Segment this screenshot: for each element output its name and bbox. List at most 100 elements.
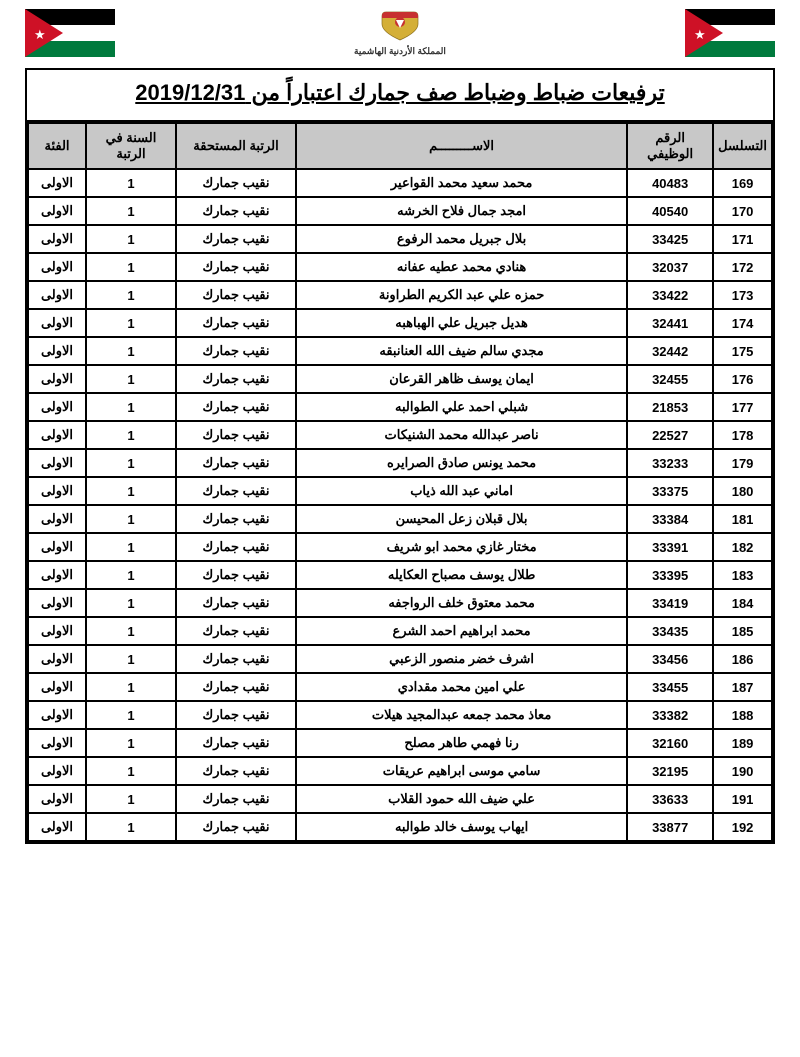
cell-years: 1 xyxy=(86,449,176,477)
cell-empid: 32442 xyxy=(627,337,713,365)
table-row: 18033375اماني عبد الله ذيابنقيب جمارك1ال… xyxy=(28,477,772,505)
cell-rank: نقيب جمارك xyxy=(176,813,296,841)
cell-years: 1 xyxy=(86,757,176,785)
cell-empid: 33422 xyxy=(627,281,713,309)
cell-empid: 32441 xyxy=(627,309,713,337)
flag-right: ★ xyxy=(25,9,115,57)
cell-name: سامي موسى ابراهيم عريقات xyxy=(296,757,627,785)
cell-rank: نقيب جمارك xyxy=(176,197,296,225)
cell-seq: 172 xyxy=(713,253,772,281)
cell-seq: 182 xyxy=(713,533,772,561)
cell-empid: 40483 xyxy=(627,169,713,197)
cell-rank: نقيب جمارك xyxy=(176,701,296,729)
cell-seq: 174 xyxy=(713,309,772,337)
table-row: 19133633علي ضيف الله حمود القلابنقيب جما… xyxy=(28,785,772,813)
cell-empid: 32455 xyxy=(627,365,713,393)
cell-years: 1 xyxy=(86,337,176,365)
table-row: 17632455ايمان يوسف ظاهر القرعاننقيب جمار… xyxy=(28,365,772,393)
cell-seq: 171 xyxy=(713,225,772,253)
cell-empid: 22527 xyxy=(627,421,713,449)
cell-category: الاولى xyxy=(28,757,86,785)
cell-rank: نقيب جمارك xyxy=(176,281,296,309)
cell-seq: 169 xyxy=(713,169,772,197)
cell-empid: 33233 xyxy=(627,449,713,477)
cell-name: ناصر عبدالله محمد الشنيكات xyxy=(296,421,627,449)
emblem-label: المملكة الأردنية الهاشمية xyxy=(115,46,685,57)
cell-rank: نقيب جمارك xyxy=(176,589,296,617)
col-header-category: الفئة xyxy=(28,123,86,169)
cell-category: الاولى xyxy=(28,533,86,561)
cell-seq: 188 xyxy=(713,701,772,729)
table-row: 18333395طلال يوسف مصباح العكايلهنقيب جما… xyxy=(28,561,772,589)
cell-name: ايمان يوسف ظاهر القرعان xyxy=(296,365,627,393)
cell-seq: 191 xyxy=(713,785,772,813)
cell-empid: 32160 xyxy=(627,729,713,757)
cell-name: هديل جبريل علي الهباهبه xyxy=(296,309,627,337)
cell-rank: نقيب جمارك xyxy=(176,337,296,365)
cell-empid: 21853 xyxy=(627,393,713,421)
cell-category: الاولى xyxy=(28,505,86,533)
table-row: 18433419محمد معتوق خلف الرواجفهنقيب جمار… xyxy=(28,589,772,617)
cell-seq: 185 xyxy=(713,617,772,645)
cell-years: 1 xyxy=(86,589,176,617)
cell-name: امجد جمال فلاح الخرشه xyxy=(296,197,627,225)
table-row: 18932160رنا فهمي طاهر مصلحنقيب جمارك1الا… xyxy=(28,729,772,757)
cell-category: الاولى xyxy=(28,477,86,505)
cell-years: 1 xyxy=(86,281,176,309)
cell-rank: نقيب جمارك xyxy=(176,169,296,197)
cell-category: الاولى xyxy=(28,449,86,477)
cell-years: 1 xyxy=(86,253,176,281)
cell-years: 1 xyxy=(86,813,176,841)
cell-years: 1 xyxy=(86,169,176,197)
table-row: 19233877ايهاب يوسف خالد طوالبهنقيب جمارك… xyxy=(28,813,772,841)
cell-empid: 32037 xyxy=(627,253,713,281)
cell-years: 1 xyxy=(86,309,176,337)
cell-seq: 175 xyxy=(713,337,772,365)
cell-seq: 186 xyxy=(713,645,772,673)
cell-empid: 33395 xyxy=(627,561,713,589)
cell-empid: 33425 xyxy=(627,225,713,253)
cell-name: مجدي سالم ضيف الله العنانبقه xyxy=(296,337,627,365)
cell-category: الاولى xyxy=(28,701,86,729)
cell-name: علي امين محمد مقدادي xyxy=(296,673,627,701)
cell-years: 1 xyxy=(86,505,176,533)
table-row: 16940483محمد سعيد محمد القواعيرنقيب جمار… xyxy=(28,169,772,197)
cell-empid: 33384 xyxy=(627,505,713,533)
cell-rank: نقيب جمارك xyxy=(176,561,296,589)
cell-years: 1 xyxy=(86,225,176,253)
cell-name: مختار غازي محمد ابو شريف xyxy=(296,533,627,561)
cell-years: 1 xyxy=(86,673,176,701)
col-header-years: السنة في الرتبة xyxy=(86,123,176,169)
cell-category: الاولى xyxy=(28,337,86,365)
cell-rank: نقيب جمارك xyxy=(176,225,296,253)
cell-name: علي ضيف الله حمود القلاب xyxy=(296,785,627,813)
cell-rank: نقيب جمارك xyxy=(176,673,296,701)
cell-empid: 33455 xyxy=(627,673,713,701)
cell-category: الاولى xyxy=(28,197,86,225)
cell-category: الاولى xyxy=(28,281,86,309)
cell-category: الاولى xyxy=(28,169,86,197)
document-header: ★ المملكة الأردنية الهاشمية ★ xyxy=(0,0,800,60)
table-row: 17040540امجد جمال فلاح الخرشهنقيب جمارك1… xyxy=(28,197,772,225)
flag-left: ★ xyxy=(685,9,775,57)
col-header-empid: الرقم الوظيفي xyxy=(627,123,713,169)
table-row: 17333422حمزه علي عبد الكريم الطراونةنقيب… xyxy=(28,281,772,309)
table-row: 18233391مختار غازي محمد ابو شريفنقيب جما… xyxy=(28,533,772,561)
table-row: 18833382معاذ محمد جمعه عبدالمجيد هيلاتنق… xyxy=(28,701,772,729)
cell-seq: 181 xyxy=(713,505,772,533)
cell-seq: 176 xyxy=(713,365,772,393)
cell-name: محمد سعيد محمد القواعير xyxy=(296,169,627,197)
cell-name: محمد ابراهيم احمد الشرع xyxy=(296,617,627,645)
table-row: 17232037هنادي محمد عطيه عفانهنقيب جمارك1… xyxy=(28,253,772,281)
cell-empid: 33435 xyxy=(627,617,713,645)
cell-years: 1 xyxy=(86,785,176,813)
cell-name: بلال جبريل محمد الرفوع xyxy=(296,225,627,253)
table-row: 17532442مجدي سالم ضيف الله العنانبقهنقيب… xyxy=(28,337,772,365)
table-row: 18633456اشرف خضر منصور الزعبينقيب جمارك1… xyxy=(28,645,772,673)
document-body: ترفيعات ضباط وضباط صف جمارك اعتباراً من … xyxy=(25,68,775,844)
table-header-row: التسلسل الرقم الوظيفي الاســـــــــم الر… xyxy=(28,123,772,169)
cell-category: الاولى xyxy=(28,617,86,645)
cell-name: معاذ محمد جمعه عبدالمجيد هيلات xyxy=(296,701,627,729)
table-row: 19032195سامي موسى ابراهيم عريقاتنقيب جما… xyxy=(28,757,772,785)
cell-years: 1 xyxy=(86,197,176,225)
